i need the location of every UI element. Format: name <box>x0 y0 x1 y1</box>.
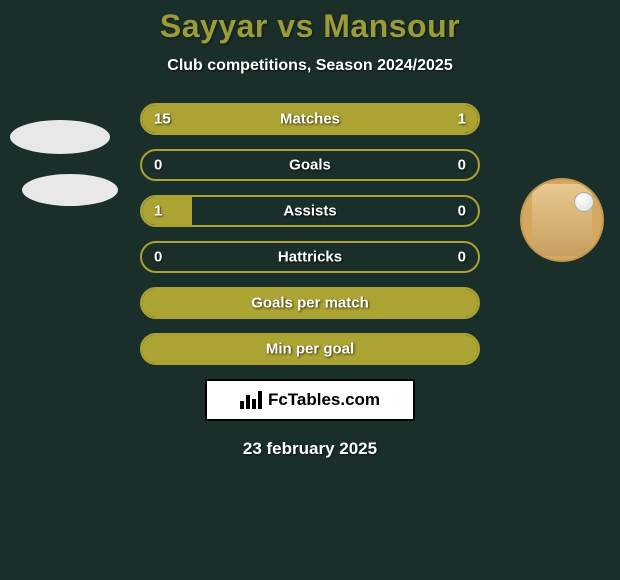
stat-label: Matches <box>280 111 340 128</box>
stat-row-matches: 15 Matches 1 <box>140 103 480 135</box>
stat-label: Goals per match <box>251 295 369 312</box>
stat-row-assists: 1 Assists 0 <box>140 195 480 227</box>
stat-bar-left <box>142 105 411 133</box>
stat-value-right: 0 <box>458 203 466 220</box>
stat-value-right: 0 <box>458 157 466 174</box>
badge-text: FcTables.com <box>268 390 380 410</box>
page-subtitle: Club competitions, Season 2024/2025 <box>167 57 452 75</box>
stat-value-left: 1 <box>154 203 162 220</box>
comparison-card: Sayyar vs Mansour Club competitions, Sea… <box>0 0 620 580</box>
date-label: 23 february 2025 <box>243 439 377 459</box>
stats-area: 15 Matches 1 0 Goals 0 1 Assists 0 0 Hat… <box>0 103 620 365</box>
stat-row-min-per-goal: Min per goal <box>140 333 480 365</box>
stat-label: Goals <box>289 157 331 174</box>
stat-value-right: 0 <box>458 249 466 266</box>
fctables-badge: FcTables.com <box>205 379 415 421</box>
stat-label: Min per goal <box>266 341 354 358</box>
stat-value-left: 0 <box>154 249 162 266</box>
stat-row-goals-per-match: Goals per match <box>140 287 480 319</box>
stat-value-left: 15 <box>154 111 171 128</box>
page-title: Sayyar vs Mansour <box>160 8 460 45</box>
stat-row-goals: 0 Goals 0 <box>140 149 480 181</box>
stat-bar-left <box>142 197 192 225</box>
stat-bar-right <box>411 105 478 133</box>
stat-label: Assists <box>283 203 336 220</box>
stat-row-hattricks: 0 Hattricks 0 <box>140 241 480 273</box>
bar-chart-icon <box>240 391 262 409</box>
stat-value-left: 0 <box>154 157 162 174</box>
stat-label: Hattricks <box>278 249 342 266</box>
stat-value-right: 1 <box>458 111 466 128</box>
